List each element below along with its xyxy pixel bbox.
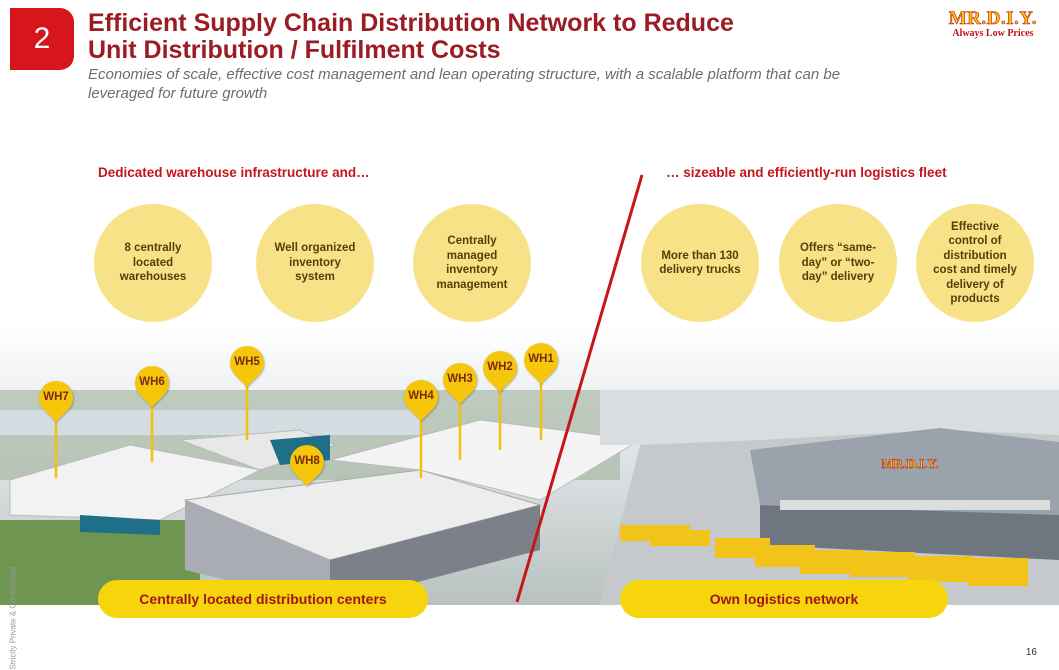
canopy [780, 500, 1050, 510]
wall [185, 500, 330, 605]
feature-circle: Effective control of distribution cost a… [916, 204, 1034, 322]
page-number: 16 [1025, 647, 1037, 658]
logo: MR.D.I.Y. Always Low Prices [948, 8, 1037, 39]
banner: Own logistics network [620, 580, 948, 618]
feature-circle: Offers “same-day” or “two-day” delivery [779, 204, 897, 322]
feature-circle: 8 centrally located warehouses [94, 204, 212, 322]
feature-circle: Well organized inventory system [256, 204, 374, 322]
section-heading: … sizeable and efficiently-run logistics… [666, 165, 947, 180]
river [0, 410, 420, 435]
subtitle: Economies of scale, effective cost manag… [88, 66, 841, 102]
trucks [620, 525, 1028, 586]
truck [650, 530, 710, 546]
title: Unit Distribution / Fulfilment Costs [88, 36, 501, 64]
building-sign: MR.D.I.Y. [881, 456, 938, 471]
warehouse-roof [750, 428, 1059, 515]
wall [80, 515, 160, 535]
pin-label: WH1 [528, 353, 554, 365]
title: Efficient Supply Chain Distribution Netw… [88, 9, 734, 37]
pin-label: WH6 [139, 376, 165, 388]
logo-text: MR.D.I.Y. [948, 8, 1037, 30]
pin-label: WH7 [43, 391, 69, 403]
truck [968, 558, 1028, 586]
section-badge: 2 [10, 8, 74, 70]
warehouse-wall [760, 505, 1059, 560]
banner: Centrally located distribution centers [98, 580, 428, 618]
pin-label: WH4 [408, 390, 434, 402]
pin-label: WH8 [294, 455, 320, 467]
truck [908, 556, 973, 582]
pin-label: WH5 [234, 356, 260, 368]
truck [850, 552, 915, 577]
feature-circle: More than 130 delivery trucks [641, 204, 759, 322]
pin-label: WH3 [447, 373, 473, 385]
pin-label: WH2 [487, 361, 513, 373]
tagline: Always Low Prices [952, 28, 1034, 39]
confidential-note: Strictly Private & Confidential [8, 566, 18, 670]
feature-circle: Centrally managed inventory management [413, 204, 531, 322]
section-heading: Dedicated warehouse infrastructure and… [98, 165, 370, 180]
